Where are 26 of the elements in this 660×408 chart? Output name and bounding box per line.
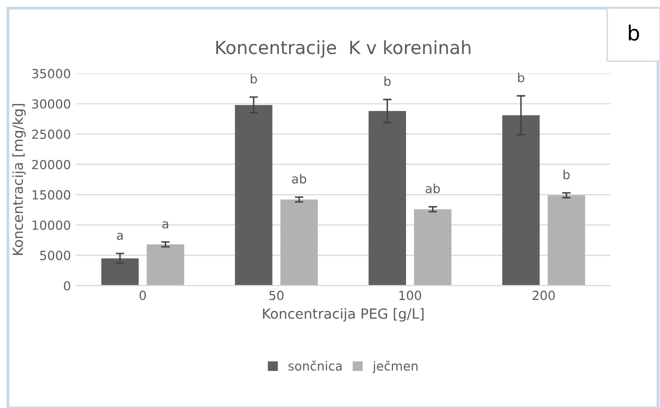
x-tick-label: 50 <box>269 290 284 300</box>
x-axis-title: Koncentracija PEG [g/L] <box>263 308 424 322</box>
legend-label: sončnica <box>288 360 342 371</box>
annotation: b <box>384 76 391 86</box>
annotation: ab <box>292 174 306 184</box>
y-tick-label: 0 <box>64 281 70 291</box>
annotation: a <box>116 232 123 240</box>
annotation: a <box>162 221 168 228</box>
y-tick-label: 15000 <box>32 190 70 200</box>
y-axis-title: Koncentracija [mg/kg] <box>12 104 26 255</box>
legend-label: ječmen <box>372 360 418 374</box>
text: b <box>628 24 640 41</box>
annotation: b <box>564 170 570 180</box>
chart-title: Koncentracije K v koreninah <box>216 40 470 58</box>
annotation: b <box>250 74 257 84</box>
x-tick-label: 0 <box>140 290 146 300</box>
y-tick-label: 35000 <box>32 68 70 78</box>
x-tick-label: 200 <box>532 290 555 300</box>
annotation: ab <box>426 184 440 194</box>
x-tick-label: 100 <box>399 290 422 300</box>
y-tick-label: 20000 <box>32 160 70 170</box>
y-tick-label: 5000 <box>40 250 70 260</box>
y-tick-label: 25000 <box>32 130 70 139</box>
annotation: b <box>518 72 524 82</box>
y-tick-label: 30000 <box>32 99 70 109</box>
y-tick-label: 10000 <box>32 220 70 230</box>
